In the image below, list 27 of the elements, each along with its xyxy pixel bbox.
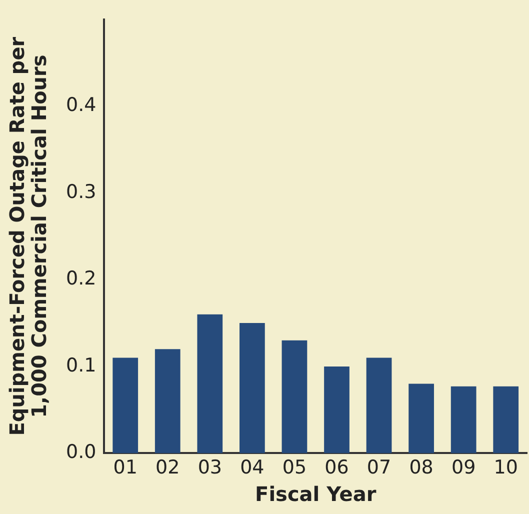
x-tick-label: 01 xyxy=(113,456,138,479)
x-tick-label: 06 xyxy=(324,456,349,479)
y-tick-label: 0.2 xyxy=(66,268,96,290)
y-axis-title: Equipment-Forced Outage Rate per 1,000 Commercial Critical Hours xyxy=(5,36,52,436)
y-tick-label: 0.4 xyxy=(66,94,96,116)
bar xyxy=(366,358,392,454)
bar xyxy=(324,366,350,454)
bar xyxy=(154,349,180,454)
x-tick-label: 09 xyxy=(451,456,476,479)
y-tick-label: 0.0 xyxy=(66,441,96,464)
bar xyxy=(450,386,476,454)
bar xyxy=(408,384,434,454)
x-tick-label: 05 xyxy=(282,456,307,479)
x-tick-label: 07 xyxy=(366,456,392,479)
bar xyxy=(112,358,138,454)
x-tick-label: 03 xyxy=(198,456,222,479)
x-tick-label: 04 xyxy=(240,456,264,479)
x-tick-label: 10 xyxy=(494,456,518,479)
x-axis-title: Fiscal Year xyxy=(255,482,376,506)
y-tick-label: 0.1 xyxy=(66,354,96,376)
x-tick-label: 02 xyxy=(156,456,180,479)
bar xyxy=(240,323,265,454)
bar xyxy=(282,340,308,454)
bar xyxy=(493,386,519,454)
bar xyxy=(197,314,223,454)
x-tick-label: 08 xyxy=(409,456,434,479)
y-tick-label: 0.3 xyxy=(66,180,96,203)
